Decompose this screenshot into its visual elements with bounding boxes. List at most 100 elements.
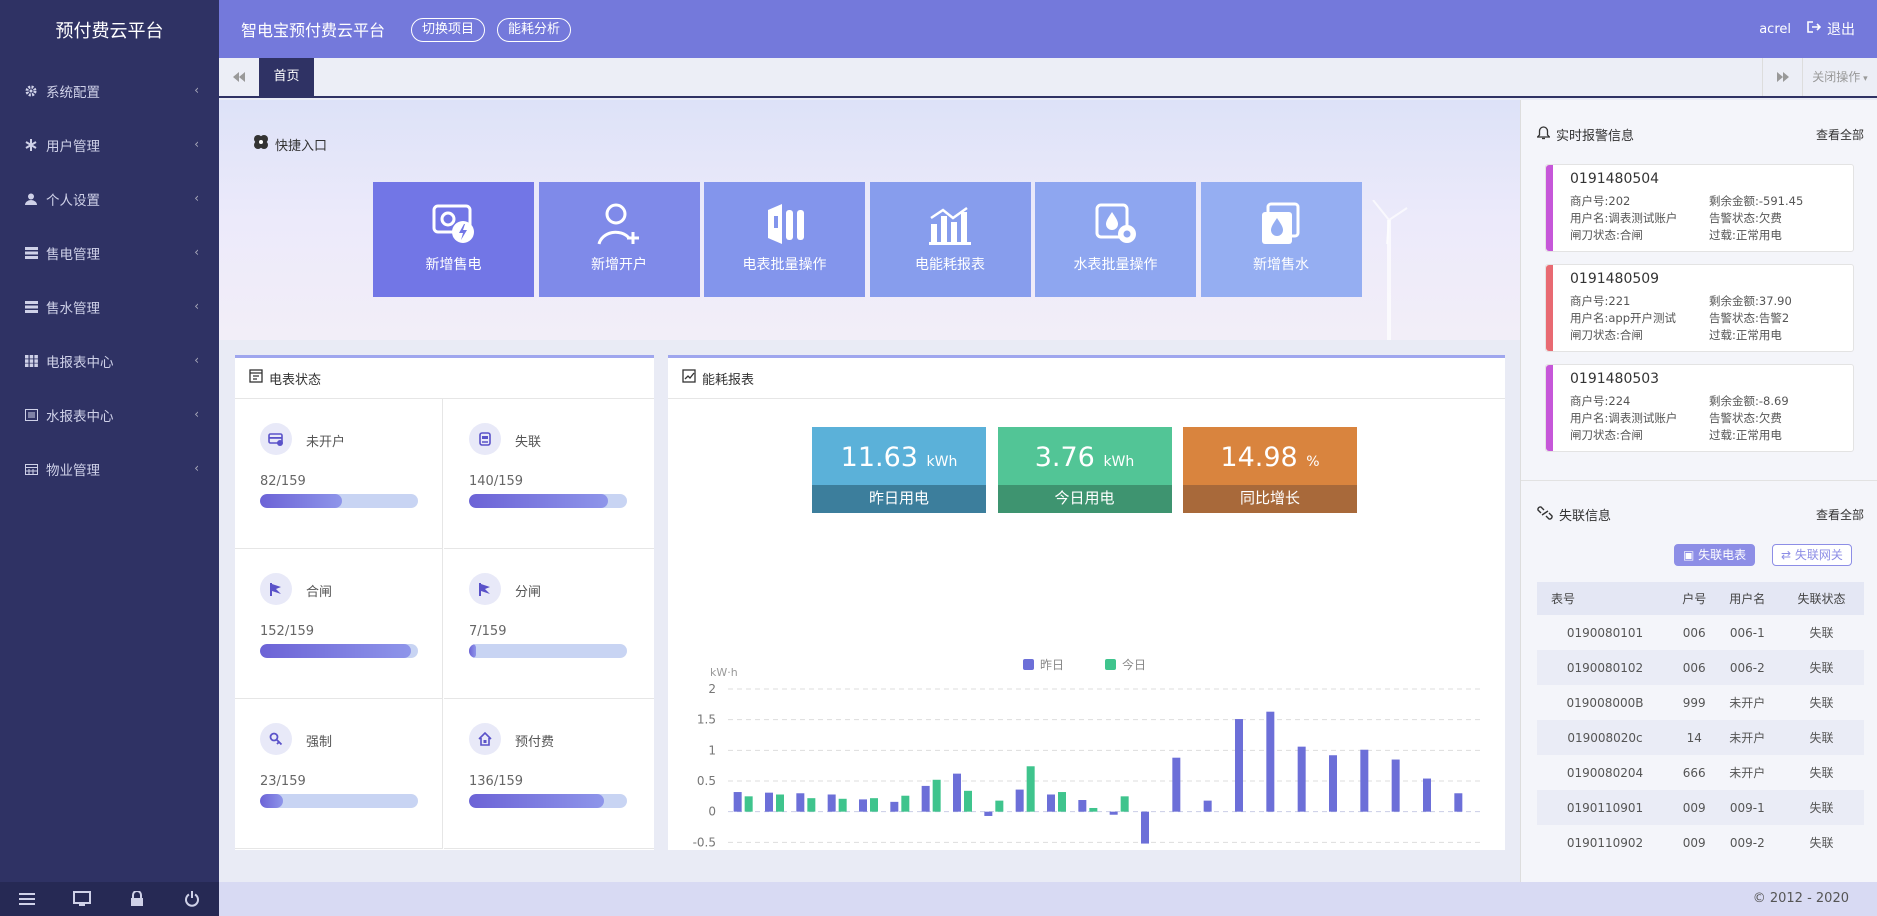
sidebar-item-7[interactable]: 水报表中心 ‹ bbox=[0, 388, 219, 442]
bar-today bbox=[1058, 792, 1066, 812]
menu-icon[interactable] bbox=[15, 889, 39, 909]
bell-icon bbox=[1535, 125, 1552, 144]
tab-lost-meters[interactable]: ▣ 失联电表 bbox=[1674, 544, 1756, 566]
sidebar-footer bbox=[0, 882, 219, 916]
meter-status-cell: 强制 23/159 bbox=[235, 699, 443, 849]
alarm-alarm: 告警状态:欠费 bbox=[1709, 411, 1782, 425]
lock-icon[interactable] bbox=[125, 889, 149, 909]
meter-status-panel: 电表状态 未开户 82/159 失联 140/159 合闸 152/159 分闸 7/159 强… bbox=[235, 355, 654, 850]
alarm-card[interactable]: 0191480503 商户号:224 剩余金额:-8.69 用户名:调表测试账户 告警状… bbox=[1545, 364, 1854, 452]
progress-bar bbox=[469, 794, 627, 808]
lost-table-header: 表号 户号 用户名 失联状态 bbox=[1537, 582, 1864, 615]
alarm-switch: 闸刀状态:合闸 bbox=[1570, 428, 1643, 442]
kpi-value-row: 14.98 % bbox=[1183, 427, 1357, 485]
kpi-value: 11.63 bbox=[840, 442, 918, 473]
bar-today bbox=[995, 800, 1004, 812]
meter-status-cell: 分闸 7/159 bbox=[444, 549, 654, 699]
quick-tile-label: 电能耗报表 bbox=[915, 257, 985, 273]
alarm-view-all-link[interactable]: 查看全部 bbox=[1815, 128, 1864, 142]
table-row[interactable]: 019008020c 14 未开户 失联 bbox=[1537, 720, 1864, 755]
tab-home[interactable]: 首页 bbox=[259, 58, 314, 96]
lost-view-all-link[interactable]: 查看全部 bbox=[1815, 508, 1864, 522]
kpi-label: 昨日用电 bbox=[812, 485, 986, 513]
quick-tile-4[interactable]: 电能耗报表 bbox=[869, 182, 1031, 297]
tab-scroll-right-icon[interactable] bbox=[1762, 58, 1802, 96]
bar-yesterday bbox=[1235, 719, 1243, 812]
copyright: © 2012 - 2020 bbox=[1752, 891, 1849, 906]
user-icon bbox=[24, 192, 38, 206]
kpi-card: 11.63 kWh 昨日用电 bbox=[812, 427, 986, 513]
legend-swatch bbox=[1105, 659, 1116, 670]
sidebar-item-6[interactable]: 电报表中心 ‹ bbox=[0, 334, 219, 388]
quick-tile-2[interactable]: 新增开户 bbox=[538, 182, 700, 297]
alarm-stripe bbox=[1546, 165, 1553, 251]
alarm-meter-id: 0191480504 bbox=[1570, 171, 1660, 187]
energy-analysis-button[interactable]: 能耗分析 bbox=[497, 18, 572, 42]
legend-item[interactable]: 昨日 bbox=[1023, 658, 1064, 672]
close-ops-label: 关闭操作 bbox=[1812, 70, 1861, 84]
chevron-left-icon: ‹ bbox=[194, 191, 199, 205]
table-cell: 失联 bbox=[1779, 650, 1864, 685]
main-content: 快捷入口 新增售电 新增开户 电表批量操作 电能耗报表 水表批量操作 新增售水 电表状态 … bbox=[219, 100, 1520, 882]
table-cell: 失联 bbox=[1779, 720, 1864, 755]
quick-tile-3[interactable]: 电表批量操作 bbox=[704, 182, 865, 297]
switch-open-icon bbox=[469, 573, 501, 605]
quick-tile-label: 新增售电 bbox=[425, 257, 482, 273]
alarm-user: 用户名:调表测试账户 bbox=[1570, 211, 1678, 225]
sidebar-item-2[interactable]: 用户管理 ‹ bbox=[0, 118, 219, 172]
tab-lost-gateways[interactable]: ⇄ 失联网关 bbox=[1772, 544, 1852, 566]
kpi-unit: % bbox=[1306, 454, 1320, 470]
table-row[interactable]: 0190110902 009 009-2 失联 bbox=[1537, 825, 1864, 860]
unopened-card-icon bbox=[260, 423, 292, 455]
quick-tile-5[interactable]: 水表批量操作 bbox=[1035, 182, 1196, 297]
alarm-meter-id: 0191480503 bbox=[1570, 371, 1660, 387]
alarm-card[interactable]: 0191480509 商户号:221 剩余金额:37.90 用户名:app开户测试 告警… bbox=[1545, 264, 1854, 352]
tab-lost-gateways-label: 失联网关 bbox=[1794, 548, 1843, 562]
tab-scroll-left-icon[interactable] bbox=[219, 58, 259, 96]
caret-down-icon: ▾ bbox=[1860, 74, 1868, 84]
progress-fill bbox=[260, 494, 342, 508]
legend-item[interactable]: 今日 bbox=[1105, 657, 1146, 672]
quick-tile-1[interactable]: 新增售电 bbox=[373, 182, 534, 297]
sidebar-item-3[interactable]: 个人设置 ‹ bbox=[0, 172, 219, 226]
bar-yesterday bbox=[827, 794, 836, 812]
bar-today bbox=[838, 798, 847, 812]
bar-yesterday bbox=[733, 792, 742, 812]
table-row[interactable]: 0190080101 006 006-1 失联 bbox=[1537, 615, 1864, 650]
bar-today bbox=[807, 798, 816, 812]
kpi-value-row: 3.76 kWh bbox=[998, 427, 1172, 485]
switch-project-button[interactable]: 切换项目 bbox=[411, 18, 486, 42]
server-icon bbox=[24, 300, 38, 314]
close-ops-dropdown[interactable]: 关闭操作 ▾ bbox=[1802, 58, 1877, 96]
table-row[interactable]: 0190110901 009 009-1 失联 bbox=[1537, 790, 1864, 825]
monitor-icon[interactable] bbox=[70, 889, 94, 909]
alarm-shop: 商户号:221 bbox=[1570, 294, 1631, 308]
sidebar-item-8[interactable]: 物业管理 ‹ bbox=[0, 442, 219, 496]
progress-fill bbox=[469, 644, 476, 658]
bar-today bbox=[964, 790, 972, 812]
logout-button[interactable]: 退出 bbox=[1827, 22, 1855, 38]
table-cell: 0190080101 bbox=[1537, 615, 1674, 650]
meter-status-name: 预付费 bbox=[515, 735, 555, 750]
table-cell: 009 bbox=[1673, 790, 1716, 825]
bar-yesterday bbox=[1391, 759, 1400, 812]
table-cell: 009 bbox=[1673, 825, 1716, 860]
sidebar-item-5[interactable]: 售水管理 ‹ bbox=[0, 280, 219, 334]
power-icon[interactable] bbox=[180, 889, 204, 909]
quick-tile-6[interactable]: 新增售水 bbox=[1200, 182, 1362, 297]
table-row[interactable]: 0190080204 666 未开户 失联 bbox=[1537, 755, 1864, 790]
logout-icon[interactable] bbox=[1807, 21, 1822, 37]
sidebar-item-1[interactable]: 系统配置 ‹ bbox=[0, 64, 219, 118]
bar-yesterday bbox=[1360, 749, 1369, 812]
table-row[interactable]: 0190080102 006 006-2 失联 bbox=[1537, 650, 1864, 685]
table-row[interactable]: 019008000B 999 未开户 失联 bbox=[1537, 685, 1864, 720]
gateway-small-icon: ⇄ bbox=[1781, 548, 1795, 562]
lost-header: 失联信息 bbox=[1537, 505, 1611, 524]
sidebar-item-4[interactable]: 售电管理 ‹ bbox=[0, 226, 219, 280]
table-cell: 006 bbox=[1673, 650, 1716, 685]
progress-bar bbox=[469, 644, 627, 658]
force-key-icon bbox=[260, 723, 292, 755]
switch-closed-icon bbox=[260, 573, 292, 605]
alarm-card[interactable]: 0191480504 商户号:202 剩余金额:-591.45 用户名:调表测试账户 告… bbox=[1545, 164, 1854, 252]
chevron-left-icon: ‹ bbox=[194, 137, 199, 151]
